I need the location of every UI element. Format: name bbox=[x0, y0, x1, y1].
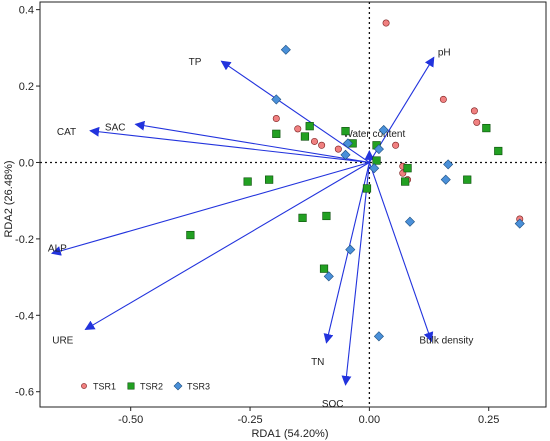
point-tsr1 bbox=[439, 95, 447, 103]
arrow-tn bbox=[323, 162, 370, 344]
x-tick-label: -0.25 bbox=[237, 414, 262, 426]
point-tsr2 bbox=[265, 175, 274, 184]
plot-panel bbox=[39, 1, 547, 408]
point-tsr1 bbox=[382, 19, 390, 27]
point-tsr3 bbox=[373, 144, 384, 155]
y-axis-title: RDA2 (26.48%) bbox=[3, 160, 15, 237]
point-tsr2 bbox=[243, 177, 252, 186]
arrow-alp bbox=[50, 161, 370, 256]
arrow-label-cat: CAT bbox=[57, 127, 76, 138]
arrow-ure bbox=[84, 161, 370, 330]
point-tsr1 bbox=[318, 141, 326, 149]
plot-frame bbox=[39, 1, 547, 408]
point-tsr2 bbox=[403, 164, 412, 173]
axes: -0.50 -0.25 0.00 0.25 -0.6 -0.4 -0.2 0.0 0.2 0.4 bbox=[15, 5, 499, 426]
arrow-label-ure: URE bbox=[52, 335, 73, 346]
point-tsr2 bbox=[463, 175, 472, 184]
y-tick-label: -0.4 bbox=[15, 310, 34, 322]
point-tsr3 bbox=[373, 331, 384, 342]
x-tick-label: -0.50 bbox=[118, 414, 143, 426]
x-axis-title: RDA1 (54.20%) bbox=[251, 428, 328, 440]
point-tsr1 bbox=[334, 145, 342, 153]
arrow-tp bbox=[220, 60, 370, 163]
arrow-cat bbox=[89, 126, 370, 164]
y-tick-label: 0.0 bbox=[19, 157, 34, 169]
arrow-label-bulk-density: Bulk density bbox=[419, 335, 473, 346]
plot-marks: pH Water content TP SAC CAT ALP URE TN SOC Bulk d… bbox=[48, 19, 525, 410]
legend-marker-tsr2 bbox=[127, 382, 135, 390]
point-tsr3 bbox=[342, 138, 353, 149]
point-tsr2 bbox=[341, 127, 350, 136]
arrow-label-water-content: Water content bbox=[343, 129, 405, 140]
arrow-label-sac: SAC bbox=[105, 122, 126, 133]
arrow-label-alp: ALP bbox=[48, 243, 67, 254]
point-tsr3 bbox=[271, 94, 282, 105]
point-tsr1 bbox=[272, 115, 280, 123]
x-tick-label: 0.00 bbox=[359, 414, 380, 426]
point-tsr2 bbox=[305, 122, 314, 131]
point-tsr1 bbox=[392, 141, 400, 149]
point-tsr2 bbox=[298, 213, 307, 222]
y-tick-label: -0.6 bbox=[15, 387, 34, 399]
point-tsr3 bbox=[443, 159, 454, 170]
legend-label-tsr3: TSR3 bbox=[187, 382, 210, 392]
arrow-label-ph: pH bbox=[438, 47, 451, 58]
point-tsr2 bbox=[401, 177, 410, 186]
point-tsr2 bbox=[482, 123, 491, 133]
point-tsr2 bbox=[322, 211, 331, 221]
legend: TSR1 TSR2 TSR3 bbox=[81, 382, 210, 392]
arrow-label-tp: TP bbox=[189, 57, 202, 68]
point-tsr1 bbox=[473, 118, 481, 126]
point-tsr1 bbox=[294, 125, 302, 133]
legend-marker-tsr3 bbox=[173, 381, 183, 391]
arrow-sac bbox=[134, 120, 370, 164]
point-tsr3 bbox=[340, 149, 351, 160]
point-tsr3 bbox=[280, 44, 291, 55]
arrow-soc bbox=[341, 162, 370, 386]
x-tick-label: 0.25 bbox=[478, 414, 499, 426]
legend-marker-tsr1 bbox=[81, 383, 87, 389]
point-tsr3 bbox=[369, 163, 380, 174]
point-tsr3 bbox=[323, 271, 334, 282]
y-tick-label: 0.2 bbox=[19, 81, 34, 93]
point-tsr2 bbox=[319, 264, 329, 273]
point-tsr1 bbox=[470, 107, 478, 115]
point-tsr3 bbox=[378, 124, 389, 136]
arrow-label-tn: TN bbox=[311, 357, 324, 368]
point-tsr2 bbox=[494, 146, 503, 156]
point-tsr3 bbox=[514, 218, 525, 229]
legend-label-tsr1: TSR1 bbox=[93, 382, 116, 392]
point-tsr3 bbox=[440, 174, 451, 185]
legend-label-tsr2: TSR2 bbox=[140, 382, 163, 392]
y-tick-label: 0.4 bbox=[19, 5, 34, 17]
point-tsr1 bbox=[310, 137, 318, 145]
point-tsr3 bbox=[404, 216, 415, 227]
point-tsr2 bbox=[362, 184, 372, 193]
point-tsr2 bbox=[186, 230, 195, 240]
point-tsr2 bbox=[372, 156, 381, 165]
y-tick-label: -0.2 bbox=[15, 234, 34, 246]
point-tsr2 bbox=[300, 132, 310, 141]
point-tsr2 bbox=[272, 129, 281, 138]
arrow-label-soc: SOC bbox=[322, 399, 344, 410]
arrow-bulk-density bbox=[368, 162, 434, 343]
point-tsr3 bbox=[345, 244, 356, 255]
